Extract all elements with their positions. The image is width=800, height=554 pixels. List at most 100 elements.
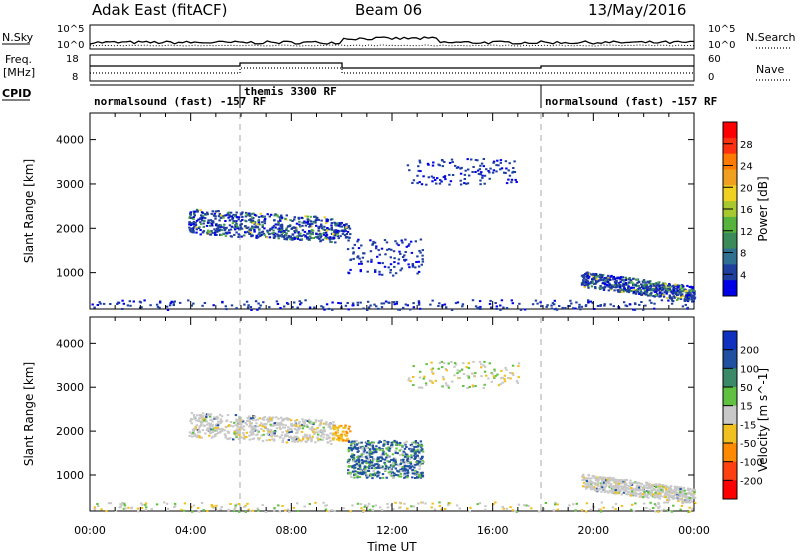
power-echo-cell (477, 172, 481, 175)
velocity-echo-cell (270, 431, 273, 434)
power-echo-cell (451, 174, 455, 176)
velocity-echo-cell (418, 468, 421, 470)
power-echo-cell (418, 249, 421, 252)
velocity-echo-cell (659, 495, 662, 498)
velocity-echo-cell (295, 424, 298, 427)
velocity-echo-cell (500, 369, 503, 372)
velocity-echo-cell (441, 385, 444, 388)
velocity-echo-cell (478, 360, 482, 363)
velocity-echo-cell (640, 489, 643, 491)
velocity-echo-cell (277, 422, 280, 425)
power-echo-cell (291, 237, 294, 240)
power-echo-cell (632, 292, 635, 295)
velocity-echo-cell (466, 374, 469, 377)
velocity-echo-cell (387, 456, 390, 459)
power-echo-cell (685, 299, 688, 301)
power-echo-cell (345, 226, 348, 229)
velocity-echo-cell (362, 460, 365, 463)
power-echo-cell (256, 308, 259, 311)
velocity-echo-cell (522, 504, 526, 507)
velocity-echo-cell (419, 447, 422, 450)
power-echo-cell (437, 305, 440, 307)
velocity-echo-cell (254, 419, 257, 422)
power-echo-cell (204, 213, 207, 216)
power-echo-cell (266, 229, 269, 232)
velocity-echo-cell (677, 498, 680, 501)
power-echo-cell (471, 299, 475, 302)
velocity-echo-cell (598, 476, 602, 479)
power-echo-cell (680, 284, 683, 287)
power-echo-cell (489, 167, 492, 170)
power-echo-cell (293, 237, 297, 240)
velocity-echo-cell (232, 438, 235, 441)
velocity-echo-cell (462, 385, 465, 387)
velocity-echo-cell (213, 433, 217, 436)
power-echo-cell (407, 244, 410, 247)
power-colorbar-cell (723, 185, 737, 202)
power-echo-cell (614, 282, 617, 285)
velocity-echo-cell (447, 386, 451, 389)
power-echo-cell (609, 275, 612, 278)
velocity-echo-cell (616, 481, 620, 484)
power-echo-cell (374, 269, 377, 272)
power-echo-cell (279, 225, 282, 228)
power-echo-cell (378, 270, 381, 273)
velocity-echo-cell (210, 504, 213, 506)
power-echo-cell (638, 287, 641, 289)
power-echo-cell (510, 181, 513, 184)
power-echo-cell (578, 306, 581, 309)
velocity-echo-cell (295, 438, 298, 441)
power-echo-cell (412, 306, 415, 309)
power-echo-cell (419, 238, 423, 241)
velocity-echo-cell (629, 494, 633, 497)
power-echo-cell (416, 255, 419, 258)
velocity-echo-cell (377, 464, 381, 467)
power-echo-cell (693, 293, 696, 296)
velocity-echo-cell (287, 426, 290, 429)
power-echo-cell (99, 302, 102, 305)
velocity-echo-cell (348, 458, 351, 461)
power-echo-cell (388, 301, 391, 304)
power-echo-cell (280, 214, 283, 217)
velocity-echo-cell (338, 424, 341, 427)
velocity-echo-cell (383, 461, 386, 464)
velocity-echo-cell (669, 490, 672, 493)
power-echo-cell (474, 159, 478, 161)
power-echo-cell (250, 216, 254, 219)
velocity-echo-cell (96, 503, 99, 505)
velocity-echo-cell (631, 490, 634, 493)
power-echo-cell (377, 261, 380, 264)
power-echo-cell (255, 236, 258, 239)
velocity-echo-cell (363, 465, 367, 468)
velocity-echo-cell (445, 384, 449, 387)
velocity-echo-cell (272, 424, 275, 427)
velocity-echo-cell (122, 507, 126, 510)
power-echo-cell (395, 242, 399, 245)
velocity-echo-cell (265, 439, 268, 442)
power-echo-cell (546, 304, 549, 307)
power-echo-cell (687, 294, 690, 297)
velocity-echo-cell (344, 439, 348, 442)
power-echo-cell (360, 260, 363, 263)
power-echo-cell (610, 287, 613, 290)
power-colorbar-cell (723, 248, 737, 265)
power-echo-cell (96, 304, 99, 306)
velocity-echo-cell (476, 503, 479, 506)
power-echo-cell (194, 224, 198, 226)
velocity-echo-cell (418, 465, 421, 468)
velocity-echo-cell (400, 467, 404, 470)
power-echo-cell (649, 292, 653, 295)
power-echo-cell (667, 299, 670, 302)
power-echo-cell (389, 269, 392, 271)
power-echo-cell (593, 282, 596, 285)
velocity-echo-cell (441, 366, 444, 369)
velocity-colorbar-tick-label: 200 (740, 346, 759, 357)
power-echo-cell (280, 231, 283, 234)
velocity-echo-cell (263, 416, 266, 419)
velocity-echo-cell (347, 450, 350, 453)
power-echo-cell (508, 162, 511, 165)
power-echo-cell (129, 304, 132, 307)
velocity-echo-cell (376, 459, 379, 462)
power-echo-cell (409, 240, 413, 243)
